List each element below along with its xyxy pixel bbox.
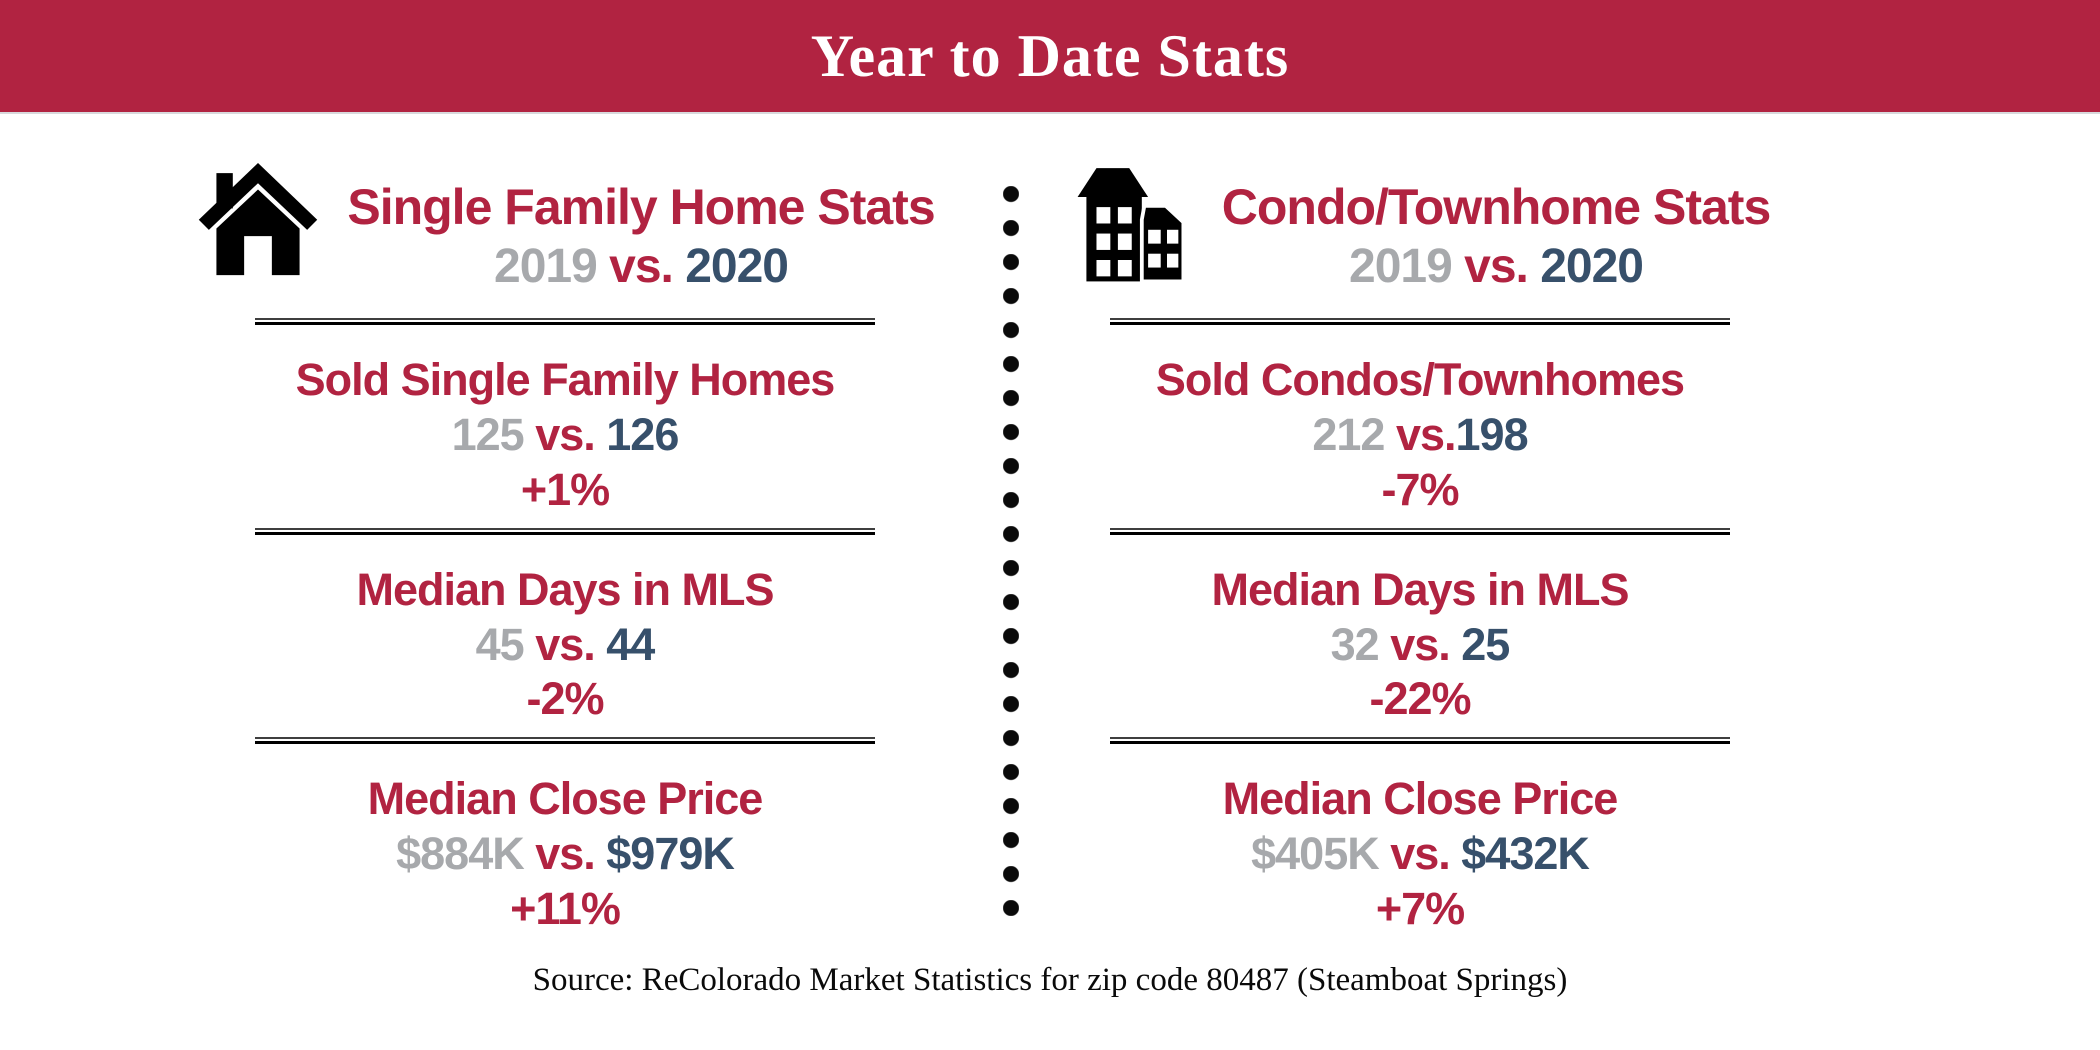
- stat-label: Median Days in MLS: [1211, 563, 1629, 615]
- value-new: 126: [606, 408, 679, 460]
- stat-values: 212 vs.198: [1090, 408, 1750, 463]
- stat-values: 32 vs. 25: [1090, 618, 1750, 673]
- stat-values: 45 vs. 44: [235, 618, 895, 673]
- stat-change: -22%: [1369, 673, 1471, 725]
- dotted-divider: [1003, 186, 1019, 916]
- stat-values: 125 vs. 126: [235, 408, 895, 463]
- column-title: Single Family Home Stats: [347, 179, 935, 235]
- value-new: 198: [1455, 408, 1529, 460]
- stat-block-sold-homes: Sold Single Family Homes 125 vs. 126 +1%: [235, 325, 895, 528]
- divider: [1110, 527, 1730, 535]
- header-banner: Year to Date Stats: [0, 0, 2100, 114]
- vs-label: vs.: [535, 828, 607, 880]
- years-comparison: 2019 vs. 2020: [1222, 239, 1770, 294]
- value-new: 25: [1461, 618, 1510, 670]
- value-old: $405K: [1251, 828, 1391, 880]
- stat-block-median-days: Median Days in MLS 45 vs. 44 -2%: [235, 535, 895, 738]
- divider: [1110, 318, 1730, 325]
- value-new: $432K: [1461, 828, 1590, 880]
- stat-values: $405K vs. $432K: [1090, 827, 1750, 882]
- divider: [255, 737, 875, 745]
- vs-label: vs.: [1390, 828, 1462, 880]
- house-icon: [195, 158, 321, 284]
- year-old: 2019: [1349, 240, 1465, 293]
- single-family-header-text: Single Family Home Stats 2019 vs. 2020: [347, 158, 935, 294]
- year-old: 2019: [494, 240, 610, 293]
- divider: [255, 527, 875, 535]
- buildings-icon: [1070, 158, 1196, 294]
- stat-block-median-price: Median Close Price $405K vs. $432K +7%: [1090, 744, 1750, 947]
- stat-change: -2%: [526, 673, 604, 725]
- source-note: Source: ReColorado Market Statistics for…: [532, 962, 1568, 998]
- stat-label: Median Close Price: [1222, 773, 1619, 825]
- stat-label: Median Days in MLS: [356, 563, 774, 615]
- vs-label: vs.: [535, 408, 607, 460]
- condo-townhome-header-text: Condo/Townhome Stats 2019 vs. 2020: [1221, 158, 1771, 294]
- column-title: Condo/Townhome Stats: [1221, 179, 1771, 235]
- stat-block-median-price: Median Close Price $884K vs. $979K +11%: [235, 744, 895, 947]
- vs-label: vs.: [1464, 240, 1541, 293]
- stat-block-sold-condos: Sold Condos/Townhomes 212 vs.198 -7%: [1090, 325, 1750, 528]
- stat-label: Sold Condos/Townhomes: [1155, 354, 1685, 405]
- stat-block-median-days: Median Days in MLS 32 vs. 25 -22%: [1090, 535, 1750, 738]
- divider: [255, 318, 875, 325]
- vs-label: vs.: [609, 240, 686, 293]
- condo-townhome-column: Condo/Townhome Stats 2019 vs. 2020 Sold …: [1077, 150, 1771, 947]
- condo-townhome-header: Condo/Townhome Stats 2019 vs. 2020: [1077, 150, 1771, 318]
- year-new: 2020: [1540, 240, 1644, 293]
- value-new: 44: [606, 618, 655, 670]
- value-old: 125: [451, 408, 536, 460]
- value-new: $979K: [606, 828, 735, 880]
- stat-label: Sold Single Family Homes: [295, 354, 836, 405]
- vs-label: vs.: [1390, 618, 1462, 670]
- value-old: $884K: [396, 828, 536, 880]
- value-old: 45: [475, 618, 536, 670]
- stat-change: +7%: [1375, 883, 1465, 935]
- stat-values: $884K vs. $979K: [235, 827, 895, 882]
- divider: [1110, 737, 1730, 745]
- years-comparison: 2019 vs. 2020: [347, 239, 934, 294]
- page-title: Year to Date Stats: [810, 22, 1290, 89]
- stat-change: +1%: [520, 463, 610, 515]
- value-old: 32: [1330, 618, 1391, 670]
- year-new: 2020: [685, 240, 789, 293]
- stat-change: -7%: [1381, 463, 1459, 515]
- vs-label: vs.: [1395, 408, 1457, 460]
- stat-change: +11%: [510, 883, 621, 935]
- vs-label: vs.: [535, 618, 607, 670]
- stat-label: Median Close Price: [367, 773, 764, 825]
- single-family-header: Single Family Home Stats 2019 vs. 2020: [199, 150, 936, 318]
- value-old: 212: [1312, 408, 1396, 460]
- single-family-column: Single Family Home Stats 2019 vs. 2020 S…: [199, 150, 936, 947]
